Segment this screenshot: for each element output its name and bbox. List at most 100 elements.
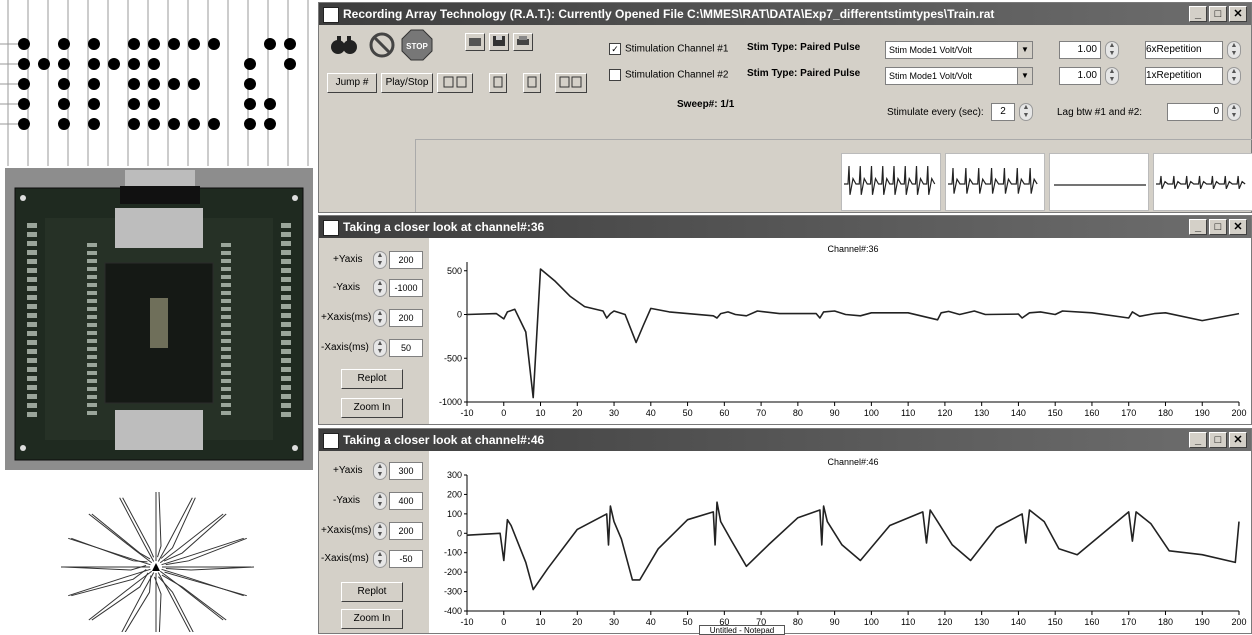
logo-dot [264,118,276,130]
closer1-titlebar: Taking a closer look at channel#:36 _ □ ✕ [319,216,1251,238]
closer2-replot-button[interactable]: Replot [341,582,403,602]
logo-dot [148,38,160,50]
closer2-xminus-field[interactable]: -50 [389,550,423,568]
stim1-amp-spinner[interactable]: ▲ ▼ [1105,41,1119,59]
board-pad [27,313,37,318]
closer2-zoom-button[interactable]: Zoom In [341,609,403,629]
stim-every-spinner[interactable]: ▲ ▼ [1019,103,1033,121]
closer1-xplus-field[interactable]: 200 [389,309,423,327]
lag-spinner[interactable]: ▲ ▼ [1227,103,1241,121]
board-pad [221,395,231,399]
closer2-xminus-label: -Xaxis(ms) [321,553,369,564]
stim1-checkbox[interactable]: ✓ Stimulation Channel #1 [609,43,728,55]
channel-thumbnail-4[interactable] [1153,153,1252,211]
electrode-trace [158,576,194,632]
y-tick-label: -300 [444,587,462,597]
stim2-rep-field[interactable]: 1xRepetition [1145,67,1223,85]
stim2-amp-field[interactable]: 1.00 [1059,67,1101,85]
printer-icon [517,36,529,45]
closer1-xminus-spinner[interactable]: ▲ ▼ [373,339,387,357]
x-tick-label: 40 [646,408,656,418]
stim1-type: Stim Type: Paired Pulse [747,42,860,53]
x-tick-label: 80 [793,408,803,418]
stim2-checkbox[interactable]: Stimulation Channel #2 [609,69,728,81]
stim2-mode-select[interactable]: Stim Mode1 Volt/Volt ▼ [885,67,1033,85]
closer1-zoom-button[interactable]: Zoom In [341,398,403,418]
view-button-2[interactable] [489,73,507,93]
stim2-rep-spinner[interactable]: ▲ ▼ [1227,67,1241,85]
print-button[interactable] [513,33,533,51]
open-file-button[interactable] [465,33,485,51]
x-tick-label: 140 [1011,408,1026,418]
closer-look-window-2: Taking a closer look at channel#:46 _ □ ✕ … [318,428,1252,635]
stim1-rep-spinner[interactable]: ▲ ▼ [1227,41,1241,59]
chart-title: Channel#:46 [827,457,878,467]
channel-thumbnail-2[interactable] [945,153,1045,211]
channel-thumbnail-3[interactable] [1049,153,1149,211]
close-button[interactable]: ✕ [1229,432,1247,448]
minimize-button[interactable]: _ [1189,432,1207,448]
closer1-xplus-label: +Xaxis(ms) [321,312,372,323]
board-pad [281,331,291,336]
electrode-trace [165,537,247,566]
minimize-button[interactable]: _ [1189,219,1207,235]
stim1-amp-field[interactable]: 1.00 [1059,41,1101,59]
closer1-xminus-field[interactable]: 50 [389,339,423,357]
closer1-yplus-field[interactable]: 200 [389,251,423,269]
minimize-button[interactable]: _ [1189,6,1207,22]
maximize-button[interactable]: □ [1209,6,1227,22]
close-button[interactable]: ✕ [1229,219,1247,235]
stim1-mode-select[interactable]: Stim Mode1 Volt/Volt ▼ [885,41,1033,59]
close-button[interactable]: ✕ [1229,6,1247,22]
closer2-xplus-spinner[interactable]: ▲ ▼ [373,522,387,540]
view-button-4[interactable] [555,73,587,93]
jump-button[interactable]: Jump # [327,73,377,93]
lag-field[interactable]: 0 [1167,103,1223,121]
stop-button[interactable]: STOP [401,29,433,61]
board-pad [87,291,97,295]
maximize-button[interactable]: □ [1209,432,1227,448]
electrode-trace [154,576,162,632]
closer1-xplus-spinner[interactable]: ▲ ▼ [373,309,387,327]
board-pad [87,339,97,343]
no-stim-button[interactable] [367,31,397,59]
play-stop-button[interactable]: Play/Stop [381,73,433,93]
closer2-yminus-field[interactable]: 400 [389,492,423,510]
x-tick-label: 60 [719,617,729,627]
double-window-icon [559,76,582,88]
closer2-xminus-spinner[interactable]: ▲ ▼ [373,550,387,568]
x-tick-label: 10 [536,408,546,418]
stim1-rep-field[interactable]: 6xRepetition [1145,41,1223,59]
closer1-replot-button[interactable]: Replot [341,369,403,389]
closer1-yminus-spinner[interactable]: ▲ ▼ [373,279,387,297]
binoculars-button[interactable] [329,31,359,59]
closer2-yminus-spinner[interactable]: ▲ ▼ [373,492,387,510]
board-pad [87,307,97,311]
closer2-yplus-field[interactable]: 300 [389,462,423,480]
chevron-down-icon: ▼ [1017,68,1032,84]
stim-every-field[interactable]: 2 [991,103,1015,121]
board-pad [221,299,231,303]
logo-dot [108,58,120,70]
maximize-button[interactable]: □ [1209,219,1227,235]
board-pad [221,243,231,247]
x-tick-label: 90 [830,617,840,627]
closer1-yplus-spinner[interactable]: ▲ ▼ [373,251,387,269]
view-button-3[interactable] [523,73,541,93]
save-button[interactable] [489,33,509,51]
board-pad [27,286,37,291]
x-tick-label: 160 [1084,617,1099,627]
logo-dot [18,58,30,70]
board-pad [87,331,97,335]
double-window-icon [443,76,467,88]
single-window-icon [527,76,537,88]
closer2-xplus-field[interactable]: 200 [389,522,423,540]
view-button-1[interactable] [437,73,473,93]
x-tick-label: 160 [1084,408,1099,418]
channel-thumbnail-1[interactable] [841,153,941,211]
electrode-trace [157,497,193,562]
board-pad [27,331,37,336]
stim2-amp-spinner[interactable]: ▲ ▼ [1105,67,1119,85]
closer2-yplus-spinner[interactable]: ▲ ▼ [373,462,387,480]
closer1-yminus-field[interactable]: -1000 [389,279,423,297]
